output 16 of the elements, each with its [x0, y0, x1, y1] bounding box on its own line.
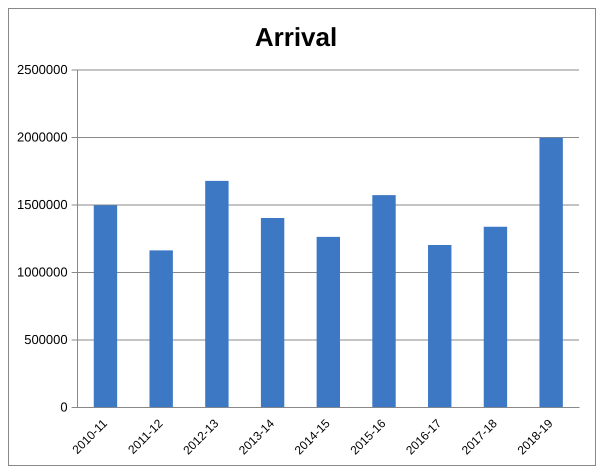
bar: [94, 205, 118, 408]
y-tick-label: 1000000: [16, 264, 68, 280]
y-tick-label: 2500000: [16, 62, 68, 77]
bar: [149, 250, 173, 408]
bar: [205, 180, 229, 408]
y-tick-label: 0: [60, 399, 68, 414]
bar: [484, 226, 508, 408]
chart-title: Arrival: [254, 22, 338, 52]
bar: [539, 138, 563, 408]
bar: [260, 218, 284, 408]
bar: [372, 195, 396, 408]
y-tick-label: 2000000: [16, 129, 68, 144]
bar: [316, 236, 340, 408]
bar: [428, 245, 452, 408]
y-tick-label: 1500000: [16, 196, 68, 212]
y-tick-label: 500000: [24, 332, 68, 347]
